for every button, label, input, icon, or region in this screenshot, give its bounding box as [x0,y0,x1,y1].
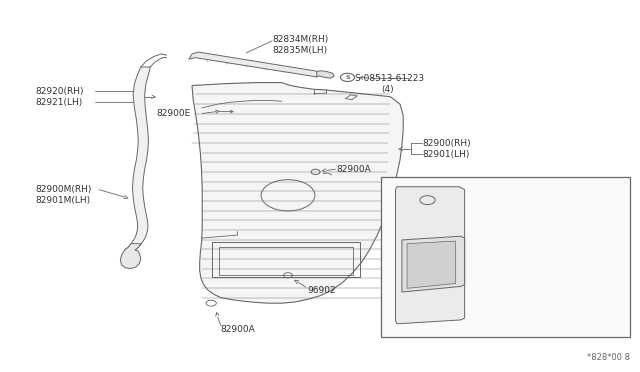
Text: 82900(RH): 82900(RH) [512,204,561,213]
Text: 82900A: 82900A [221,325,255,334]
Text: 82835M(LH): 82835M(LH) [272,46,327,55]
Text: 82901M(LH): 82901M(LH) [35,196,90,205]
Text: DOOR POCKET: DOOR POCKET [403,181,475,191]
Text: 82910N: 82910N [531,293,566,302]
Text: 82921(LH): 82921(LH) [35,98,83,107]
Polygon shape [317,71,334,78]
Text: 82900E: 82900E [157,109,191,118]
Polygon shape [120,244,141,269]
Polygon shape [125,67,150,250]
Text: *828*00 8: *828*00 8 [588,353,630,362]
Bar [381,177,630,337]
Text: 82900A: 82900A [336,165,371,174]
Bar [212,242,360,277]
Circle shape [340,73,355,81]
Polygon shape [402,236,465,292]
Text: 82901(LH): 82901(LH) [422,150,470,159]
Text: (4): (4) [381,85,394,94]
Polygon shape [189,52,320,77]
Text: 82900(RH): 82900(RH) [422,139,471,148]
Text: 82920(RH): 82920(RH) [35,87,84,96]
Text: 82834M(RH): 82834M(RH) [272,35,328,44]
Polygon shape [396,187,465,324]
Text: S: S [345,75,350,80]
Polygon shape [192,83,403,303]
Bar [219,247,353,275]
Text: 96902: 96902 [307,286,336,295]
Text: 82901(LH): 82901(LH) [512,215,559,224]
Text: 82900M(RH): 82900M(RH) [35,185,92,194]
Text: 82910M: 82910M [531,258,568,267]
Polygon shape [407,241,456,288]
Text: S 08513-61223: S 08513-61223 [355,74,424,83]
